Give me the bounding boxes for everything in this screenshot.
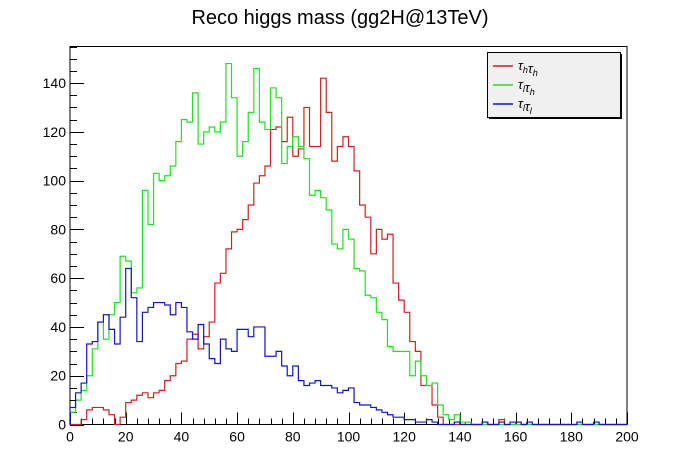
y-tick-label: 100 bbox=[43, 173, 67, 189]
x-tick-label: 20 bbox=[118, 429, 134, 445]
series-line-1 bbox=[69, 62, 627, 426]
y-tick-label: 40 bbox=[50, 319, 66, 335]
plot-frame bbox=[69, 46, 628, 425]
legend-label-1: τlτh bbox=[518, 77, 535, 97]
x-tick-label: 40 bbox=[174, 429, 190, 445]
x-tick-label: 160 bbox=[504, 429, 528, 445]
legend-label-subscript: l bbox=[523, 103, 526, 113]
legend-shadow-bottom bbox=[489, 117, 622, 119]
legend-shadow bbox=[620, 54, 622, 119]
legend-label-subscript: h bbox=[533, 68, 538, 78]
legend-label-0: τhτh bbox=[518, 58, 538, 78]
y-tick-label: 120 bbox=[43, 124, 67, 140]
x-tick-label: 120 bbox=[393, 429, 417, 445]
series-layer bbox=[69, 62, 627, 426]
series-line-0 bbox=[70, 77, 627, 426]
y-tick-label: 0 bbox=[58, 417, 66, 433]
legend-label-subscript: h bbox=[523, 65, 528, 75]
legend-label-symbol: τ bbox=[525, 80, 531, 95]
x-tick-label: 0 bbox=[66, 429, 74, 445]
y-tick-label: 20 bbox=[50, 368, 66, 384]
x-tick-label: 200 bbox=[615, 429, 639, 445]
chart-title: Reco higgs mass (gg2H@13TeV) bbox=[191, 7, 488, 29]
legend-label-subscript: l bbox=[530, 106, 533, 116]
legend-label-subscript: l bbox=[523, 84, 526, 94]
y-tick-label: 140 bbox=[43, 75, 67, 91]
x-tick-label: 60 bbox=[229, 429, 245, 445]
y-tick-label: 60 bbox=[50, 270, 66, 286]
legend-label-2: τlτl bbox=[518, 96, 533, 116]
axes: 0 20 40 60 80 100 120 140 160 180 200 0 20 40 60 80 100 1… bbox=[43, 47, 639, 445]
x-tick-label: 80 bbox=[285, 429, 301, 445]
legend-label-symbol: τ bbox=[528, 61, 534, 76]
legend-label-symbol: τ bbox=[518, 96, 524, 111]
legend-label-subscript: h bbox=[530, 87, 535, 97]
x-tick-label: 100 bbox=[337, 429, 361, 445]
series-line-2 bbox=[69, 267, 627, 426]
legend-label-symbol: τ bbox=[518, 58, 524, 73]
y-tick-label: 80 bbox=[50, 221, 66, 237]
x-tick-label: 180 bbox=[560, 429, 584, 445]
legend-label-symbol: τ bbox=[525, 99, 531, 114]
legend-label-symbol: τ bbox=[518, 77, 524, 92]
x-tick-label: 140 bbox=[448, 429, 472, 445]
